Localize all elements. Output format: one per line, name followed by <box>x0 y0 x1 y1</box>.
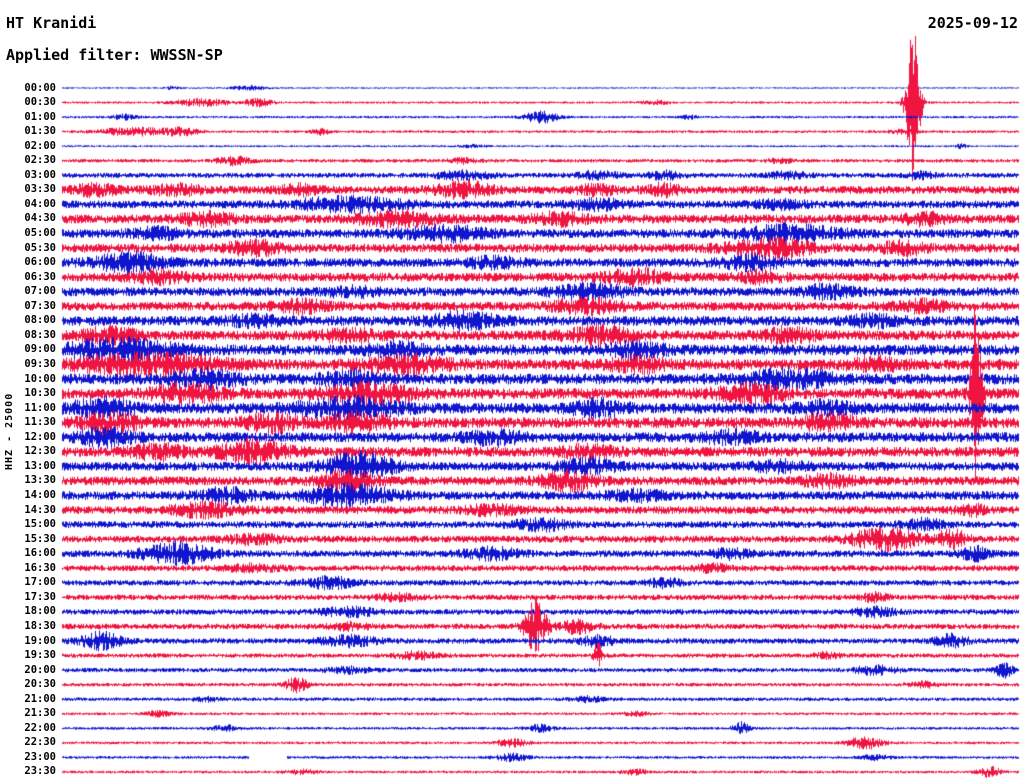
time-label: 06:00 <box>24 256 56 269</box>
time-label: 10:30 <box>24 387 56 400</box>
time-label: 16:00 <box>24 547 56 560</box>
time-label: 13:30 <box>24 474 56 487</box>
time-label: 12:30 <box>24 445 56 458</box>
time-label: 17:00 <box>24 576 56 589</box>
station-name: HT Kranidi <box>6 14 97 32</box>
time-label: 13:00 <box>24 459 56 472</box>
time-label: 23:30 <box>24 765 56 778</box>
time-label: 04:30 <box>24 212 56 225</box>
time-label: 07:00 <box>24 285 56 298</box>
time-label: 11:00 <box>24 401 56 414</box>
time-label: 19:30 <box>24 649 56 662</box>
time-label: 10:00 <box>24 372 56 385</box>
time-label: 09:30 <box>24 358 56 370</box>
time-label: 17:30 <box>24 590 56 603</box>
time-label: 20:30 <box>24 678 56 691</box>
time-label: 15:00 <box>24 518 56 531</box>
time-label: 01:30 <box>24 125 56 138</box>
time-label: 01:00 <box>24 110 56 123</box>
time-label: 20:00 <box>24 663 56 676</box>
time-label: 21:30 <box>24 707 56 720</box>
time-label: 12:00 <box>24 430 56 443</box>
time-label: 18:30 <box>24 619 56 632</box>
time-label: 11:30 <box>24 416 56 429</box>
time-label: 02:30 <box>24 154 56 167</box>
time-label: 09:00 <box>24 343 56 356</box>
time-label: 18:00 <box>24 605 56 618</box>
time-label: 03:30 <box>24 183 56 196</box>
time-label: 04:00 <box>24 197 56 210</box>
time-label: 00:00 <box>24 81 56 94</box>
time-label: 22:00 <box>24 721 56 734</box>
time-label: 08:00 <box>24 314 56 327</box>
time-label: 15:30 <box>24 532 56 545</box>
time-label: 07:30 <box>24 299 56 312</box>
time-label: 05:30 <box>24 241 56 254</box>
time-label: 02:00 <box>24 139 56 152</box>
time-label: 03:00 <box>24 168 56 181</box>
time-label: 14:00 <box>24 488 56 501</box>
time-label: 06:30 <box>24 270 56 283</box>
time-label: 05:00 <box>24 227 56 240</box>
time-label: 00:30 <box>24 96 56 109</box>
time-label: 08:30 <box>24 328 56 341</box>
time-label: 16:30 <box>24 561 56 574</box>
time-label: 22:30 <box>24 736 56 749</box>
time-label: 21:00 <box>24 692 56 705</box>
time-label: 19:00 <box>24 634 56 647</box>
time-label: 14:30 <box>24 503 56 516</box>
time-label: 23:00 <box>24 750 56 763</box>
record-date: 2025-09-12 <box>927 14 1018 32</box>
filter-label: Applied filter: WWSSN-SP <box>6 46 223 64</box>
